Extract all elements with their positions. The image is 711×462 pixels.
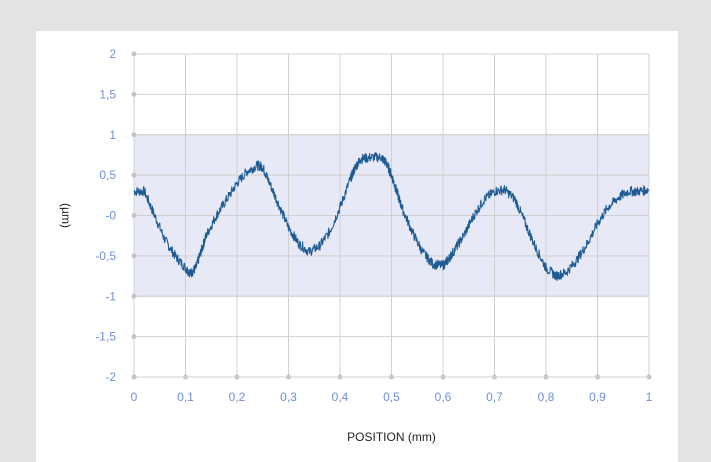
y-tick-label: 1 [109,128,116,142]
x-tick-label: 0,1 [177,390,194,404]
y-tick-marker [131,91,137,97]
x-tick-label: 0,2 [229,390,246,404]
y-tick-label: -2 [105,370,116,384]
y-tick-label: -1 [105,289,116,303]
y-tick-label: 0,5 [99,168,116,182]
y-tick-marker [131,172,137,178]
y-tick-marker [131,51,137,57]
x-tick-label: 0 [131,390,138,404]
y-tick-label: 2 [109,47,116,61]
y-tick-marker [131,374,137,380]
y-tick-label: 1,5 [99,87,116,101]
y-tick-marker [131,132,137,138]
x-tick-label: 0,6 [435,390,452,404]
x-tick-label: 0,9 [589,390,606,404]
x-tick-label: 0,5 [383,390,400,404]
line-chart: 0 0,1 0,2 0,3 0,4 0,5 0,6 0,7 0,8 0,9 1 -2 -1,5 -1 -0,… [59,47,653,444]
series-line [133,152,650,282]
y-tick-marker [131,334,137,340]
y-axis-title: (µm) [59,203,73,228]
x-tick-label: 0,7 [486,390,503,404]
x-tick-label: 0,4 [332,390,349,404]
y-tick-marker [131,253,137,259]
x-axis-title: POSITION (mm) [347,430,436,444]
y-tick-marker [131,293,137,299]
chart-panel: 0 0,1 0,2 0,3 0,4 0,5 0,6 0,7 0,8 0,9 1 -2 -1,5 -1 -0,… [36,31,678,462]
y-tick-label: -0 [105,209,116,223]
y-tick-label: -1,5 [95,330,116,344]
x-tick-label: 0,8 [538,390,555,404]
y-tick-label: -0,5 [95,249,116,263]
x-tick-label: 0,3 [280,390,297,404]
y-tick-marker [131,213,137,218]
x-tick-label: 1 [646,390,653,404]
